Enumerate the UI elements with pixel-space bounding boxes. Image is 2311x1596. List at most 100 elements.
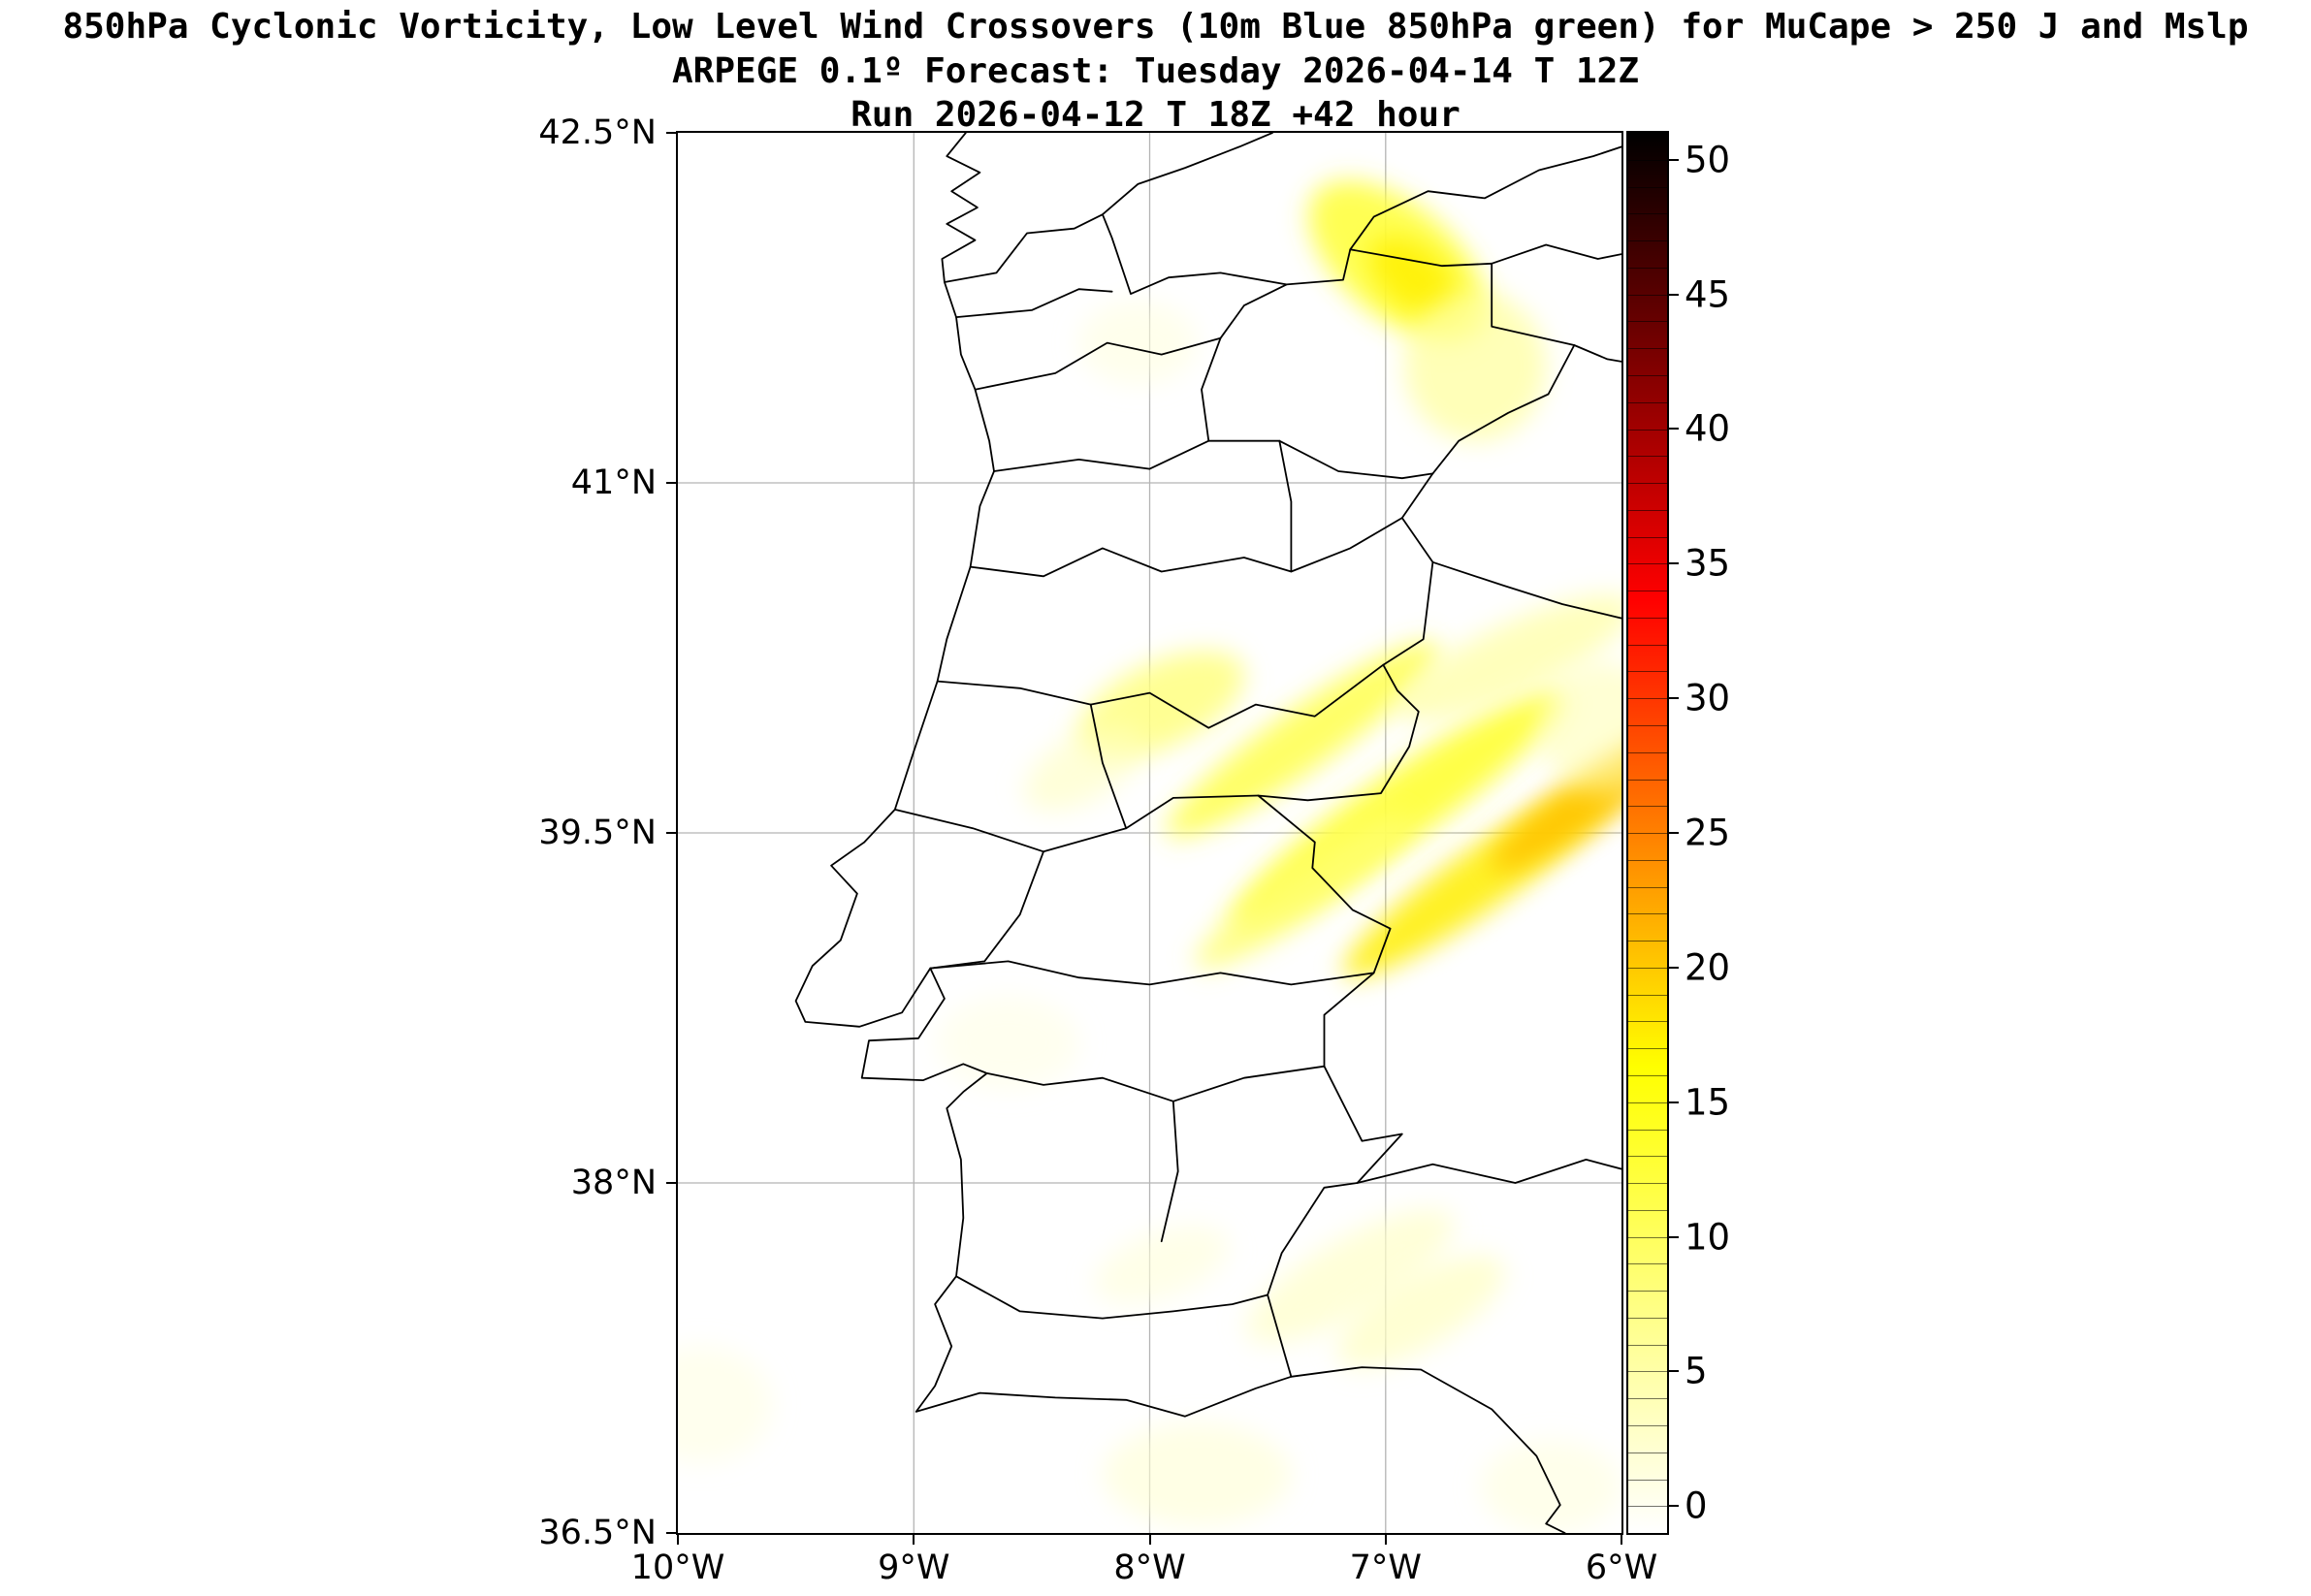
- colorbar-level-line: [1628, 994, 1667, 996]
- district-boundary-path: [929, 960, 1375, 986]
- colorbar-level-line: [1628, 1129, 1667, 1131]
- colorbar-tick-label: 0: [1685, 1484, 1708, 1527]
- x-axis-tick: [677, 1535, 679, 1545]
- colorbar-level-line: [1628, 1371, 1667, 1373]
- colorbar-level-line: [1628, 1452, 1667, 1453]
- x-axis-tick-label: 9°W: [878, 1548, 950, 1587]
- y-axis-tick-label: 39.5°N: [538, 814, 657, 852]
- colorbar-tick: [1669, 1235, 1679, 1238]
- y-axis-tick: [666, 132, 676, 134]
- colorbar-level-line: [1628, 563, 1667, 565]
- chart-run-info: Run 2026-04-12 T 18Z +42 hour: [851, 95, 1460, 135]
- district-boundary-path: [955, 1275, 1268, 1320]
- vorticity-blob: [1337, 1255, 1505, 1368]
- spain-boundary-path: [1101, 133, 1273, 216]
- colorbar-tick-label: 10: [1685, 1216, 1731, 1259]
- district-boundary-path: [974, 283, 1288, 391]
- district-boundary-path: [893, 794, 1260, 853]
- portugal-map: [678, 133, 1621, 1533]
- vorticity-blob: [1102, 1422, 1292, 1526]
- colorbar-tick-label: 40: [1685, 407, 1731, 450]
- colorbar-level-line: [1628, 859, 1667, 861]
- colorbar-level-line: [1628, 1424, 1667, 1426]
- colorbar-tick: [1669, 1505, 1679, 1508]
- colorbar-level-line: [1628, 483, 1667, 484]
- colorbar-tick-label: 45: [1685, 273, 1731, 316]
- colorbar-tick-label: 20: [1685, 946, 1731, 989]
- chart-title: 850hPa Cyclonic Vorticity, Low Level Win…: [62, 7, 2249, 47]
- colorbar-level-line: [1628, 348, 1667, 350]
- spain-boundary-path: [1491, 243, 1621, 265]
- vorticity-blob: [1536, 662, 1621, 794]
- colorbar-tick-label: 30: [1685, 677, 1731, 719]
- vorticity-blob: [1195, 814, 1411, 969]
- colorbar-level-line: [1628, 213, 1667, 215]
- y-axis-tick: [666, 1182, 676, 1184]
- x-axis-tick-label: 6°W: [1585, 1548, 1658, 1587]
- colorbar-level-line: [1628, 1479, 1667, 1481]
- colorbar-level-line: [1628, 1209, 1667, 1211]
- colorbar-level-line: [1628, 779, 1667, 781]
- colorbar-tick: [1669, 293, 1679, 296]
- chart-subtitle: ARPEGE 0.1º Forecast: Tuesday 2026-04-14…: [672, 51, 1639, 91]
- colorbar-tick: [1669, 1101, 1679, 1103]
- colorbar-tick: [1669, 966, 1679, 969]
- colorbar-level-line: [1628, 186, 1667, 188]
- colorbar-tick-label: 50: [1685, 139, 1731, 181]
- colorbar-level-line: [1628, 1101, 1667, 1103]
- vorticity-blob: [1094, 1225, 1230, 1304]
- vorticity-blob: [1078, 301, 1198, 385]
- colorbar-level-line: [1628, 321, 1667, 323]
- x-axis-tick-label: 7°W: [1349, 1548, 1422, 1587]
- colorbar-level-line: [1628, 833, 1667, 834]
- district-boundary-path: [929, 850, 1044, 970]
- vorticity-blob: [1166, 641, 1440, 838]
- colorbar-level-line: [1628, 429, 1667, 431]
- y-axis-tick: [666, 482, 676, 484]
- colorbar-tick: [1669, 832, 1679, 834]
- colorbar-level-line: [1628, 644, 1667, 646]
- colorbar-level-line: [1628, 1021, 1667, 1023]
- y-axis-tick: [666, 1532, 676, 1534]
- colorbar-level-line: [1628, 941, 1667, 942]
- y-axis-tick-label: 36.5°N: [538, 1514, 657, 1552]
- colorbar-level-line: [1628, 1344, 1667, 1346]
- colorbar-level-line: [1628, 724, 1667, 726]
- colorbar-tick: [1669, 697, 1679, 700]
- colorbar-tick-label: 5: [1685, 1350, 1708, 1392]
- colorbar-level-line: [1628, 267, 1667, 269]
- colorbar-level-line: [1628, 967, 1667, 969]
- spain-boundary-path: [1573, 344, 1621, 363]
- spain-boundary-path: [1349, 145, 1621, 251]
- colorbar-tick-label: 15: [1685, 1081, 1731, 1124]
- y-axis-tick-label: 38°N: [570, 1164, 657, 1202]
- x-axis-tick-label: 10°W: [630, 1548, 725, 1587]
- colorbar-level-line: [1628, 294, 1667, 296]
- colorbar-level-line: [1628, 133, 1667, 134]
- colorbar-level-line: [1628, 1263, 1667, 1265]
- colorbar-level-line: [1628, 401, 1667, 403]
- y-axis-tick: [666, 832, 676, 834]
- colorbar-tick-label: 35: [1685, 542, 1731, 585]
- vorticity-blob: [1492, 724, 1621, 872]
- colorbar-level-line: [1628, 536, 1667, 538]
- district-boundary-path: [1278, 439, 1293, 573]
- vorticity-blob: [1404, 291, 1547, 441]
- colorbar-tick: [1669, 158, 1679, 161]
- colorbar-level-line: [1628, 886, 1667, 888]
- colorbar-level-line: [1628, 159, 1667, 161]
- colorbar-level-line: [1628, 1156, 1667, 1158]
- x-axis-tick-label: 8°W: [1113, 1548, 1186, 1587]
- colorbar-tick: [1669, 1370, 1679, 1373]
- colorbar-level-line: [1628, 1398, 1667, 1400]
- vorticity-blob: [1396, 594, 1621, 721]
- district-boundary-path: [936, 663, 1385, 729]
- colorbar-level-line: [1628, 1506, 1667, 1508]
- x-axis-tick: [1384, 1535, 1387, 1545]
- district-boundary-path: [985, 1065, 1326, 1102]
- x-axis-tick: [1148, 1535, 1151, 1545]
- colorbar-level-line: [1628, 806, 1667, 808]
- map-plot-area: [676, 131, 1623, 1535]
- spain-boundary-path: [1356, 1159, 1621, 1184]
